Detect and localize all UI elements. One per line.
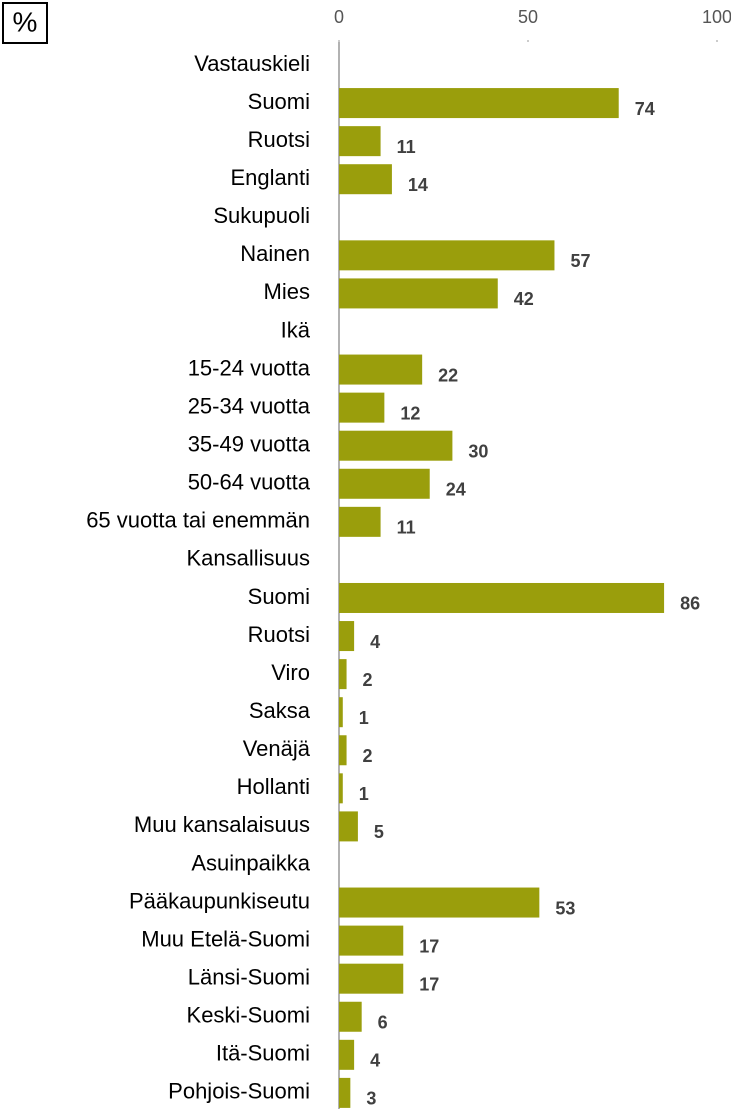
bar bbox=[339, 164, 392, 195]
y-tick-label: Muu Etelä-Suomi bbox=[141, 926, 310, 951]
y-tick-label: Kansallisuus bbox=[186, 546, 310, 571]
value-label: 74 bbox=[635, 99, 655, 119]
y-tick-label: Saksa bbox=[249, 698, 311, 723]
value-label: 17 bbox=[419, 936, 439, 956]
value-label: 42 bbox=[514, 289, 534, 309]
bar bbox=[339, 773, 343, 804]
x-tick-label: 0 bbox=[334, 7, 344, 27]
y-tick-label: 15-24 vuotta bbox=[188, 355, 311, 380]
value-label: 14 bbox=[408, 175, 428, 195]
y-tick-label: 35-49 vuotta bbox=[188, 432, 311, 457]
y-tick-label: Vastauskieli bbox=[194, 51, 310, 76]
bar bbox=[339, 735, 347, 766]
value-label: 11 bbox=[397, 518, 416, 538]
bar bbox=[339, 126, 381, 157]
bar bbox=[339, 506, 381, 537]
bar bbox=[339, 811, 358, 842]
y-tick-label: Mies bbox=[264, 279, 310, 304]
y-tick-label: 65 vuotta tai enemmän bbox=[86, 508, 310, 533]
bar bbox=[339, 1077, 351, 1108]
value-label: 86 bbox=[680, 594, 700, 614]
value-label: 22 bbox=[438, 365, 458, 385]
value-label: 2 bbox=[363, 746, 373, 766]
bar bbox=[339, 1039, 355, 1070]
chart-title: % bbox=[13, 6, 38, 37]
value-label: 4 bbox=[370, 1051, 380, 1071]
bar bbox=[339, 659, 347, 690]
bar bbox=[339, 468, 430, 499]
y-tick-label: Viro bbox=[271, 660, 310, 685]
value-label: 30 bbox=[468, 441, 488, 461]
bar bbox=[339, 240, 555, 271]
x-tick-label: 100 bbox=[702, 7, 731, 27]
y-tick-label: Venäjä bbox=[243, 736, 311, 761]
bar bbox=[339, 582, 665, 613]
y-tick-label: Suomi bbox=[248, 584, 310, 609]
value-label: 1 bbox=[359, 708, 369, 728]
y-tick-label: Ikä bbox=[281, 317, 311, 342]
bar bbox=[339, 621, 355, 652]
bar bbox=[339, 430, 453, 461]
bar bbox=[339, 392, 385, 423]
bar bbox=[339, 88, 619, 119]
value-label: 1 bbox=[359, 784, 369, 804]
y-tick-label: Pohjois-Suomi bbox=[168, 1079, 310, 1104]
bar bbox=[339, 1001, 362, 1032]
bar bbox=[339, 925, 404, 956]
bar bbox=[339, 887, 540, 918]
y-tick-label: Sukupuoli bbox=[213, 203, 310, 228]
y-tick-label: Ruotsi bbox=[248, 127, 310, 152]
x-tick-label: 50 bbox=[518, 7, 538, 27]
y-tick-label: 25-34 vuotta bbox=[188, 393, 311, 418]
y-tick-label: Asuinpaikka bbox=[191, 850, 310, 875]
value-label: 5 bbox=[374, 822, 384, 842]
value-label: 57 bbox=[570, 251, 590, 271]
y-tick-label: Keski-Suomi bbox=[187, 1003, 310, 1028]
value-label: 24 bbox=[446, 480, 466, 500]
y-tick-label: Muu kansalaisuus bbox=[134, 812, 310, 837]
value-label: 2 bbox=[363, 670, 373, 690]
y-tick-label: Englanti bbox=[230, 165, 310, 190]
value-label: 12 bbox=[400, 403, 420, 423]
bar bbox=[339, 278, 498, 309]
bar bbox=[339, 963, 404, 994]
value-label: 3 bbox=[366, 1089, 376, 1109]
value-label: 4 bbox=[370, 632, 380, 652]
value-label: 11 bbox=[397, 137, 416, 157]
y-tick-label: Hollanti bbox=[237, 774, 310, 799]
y-tick-label: 50-64 vuotta bbox=[188, 470, 311, 495]
y-tick-label: Länsi-Suomi bbox=[188, 964, 310, 989]
y-tick-label: Itä-Suomi bbox=[216, 1041, 310, 1066]
value-label: 6 bbox=[378, 1013, 388, 1033]
value-label: 17 bbox=[419, 974, 439, 994]
y-tick-label: Ruotsi bbox=[248, 622, 310, 647]
unit-box bbox=[2, 2, 48, 44]
y-tick-label: Pääkaupunkiseutu bbox=[129, 888, 310, 913]
value-label: 53 bbox=[555, 898, 575, 918]
bar bbox=[339, 354, 423, 385]
y-tick-label: Suomi bbox=[248, 89, 310, 114]
y-tick-label: Nainen bbox=[240, 241, 310, 266]
bar bbox=[339, 697, 343, 728]
